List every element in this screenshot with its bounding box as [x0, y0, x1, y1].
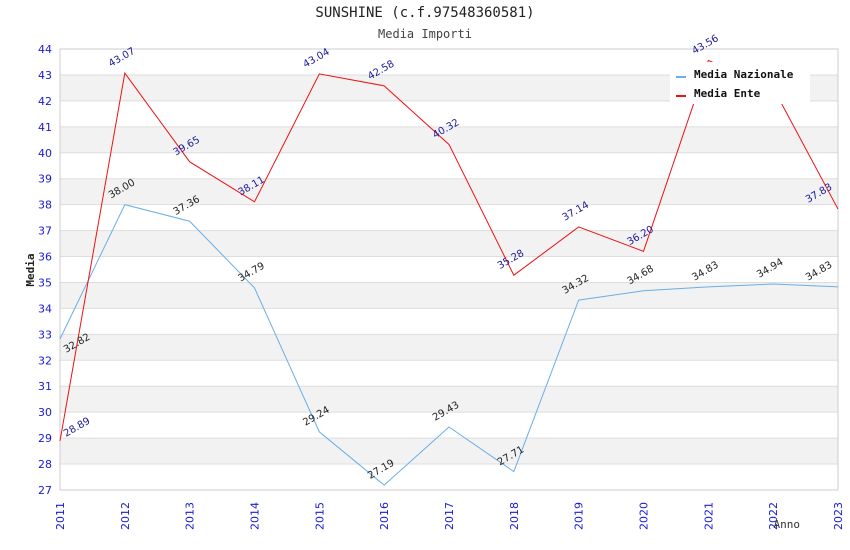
y-tick-label: 40 — [38, 147, 52, 160]
y-axis-ticks: 27 28 29 30 31 32 33 34 35 36 37 38 39 40 41 42 43 44 — [38, 43, 52, 497]
x-tick-label: 2018 — [508, 502, 521, 530]
x-tick-label: 2022 — [767, 502, 780, 530]
x-tick-label: 2017 — [443, 502, 456, 530]
y-tick-label: 34 — [38, 302, 52, 315]
y-tick-label: 44 — [38, 43, 52, 56]
x-tick-label: 2011 — [54, 502, 67, 530]
x-tick-label: 2019 — [573, 502, 586, 530]
y-tick-label: 31 — [38, 380, 52, 393]
x-tick-label: 2012 — [119, 502, 132, 530]
data-label-nazionale: 34.83 — [804, 260, 834, 284]
chart-title: SUNSHINE (c.f.97548360581) — [315, 5, 535, 21]
y-tick-label: 36 — [38, 251, 52, 264]
data-label-nazionale: 34.79 — [237, 261, 267, 285]
grid-band — [60, 126, 838, 153]
grid-band — [60, 178, 838, 205]
y-tick-label: 30 — [38, 406, 52, 419]
data-label-nazionale: 34.94 — [755, 257, 785, 281]
y-tick-label: 43 — [38, 69, 52, 82]
plot-border — [59, 48, 839, 491]
x-tick-label: 2014 — [249, 502, 262, 530]
y-tick-label: 37 — [38, 225, 52, 238]
legend-label-media-nazionale: Media Nazionale — [694, 68, 794, 81]
grid-bands — [60, 74, 838, 465]
data-label-ente: 28.89 — [62, 416, 92, 440]
y-tick-label: 38 — [38, 199, 52, 212]
x-tick-label: 2021 — [702, 502, 715, 530]
x-tick-label: 2023 — [832, 502, 845, 530]
x-axis-ticks: 2011 2012 2013 2014 2015 2016 2017 2018 2019 2020… — [54, 502, 845, 530]
y-tick-label: 33 — [38, 328, 52, 341]
y-tick-label: 42 — [38, 95, 52, 108]
y-tick-label: 35 — [38, 276, 52, 289]
grid-band — [60, 386, 838, 413]
y-tick-label: 28 — [38, 458, 52, 471]
legend-label-media-ente: Media Ente — [694, 87, 761, 100]
series-lines — [59, 59, 839, 486]
x-axis-label: Anno — [774, 518, 801, 531]
y-tick-label: 29 — [38, 432, 52, 445]
data-label-ente: 43.56 — [690, 33, 720, 57]
y-tick-label: 27 — [38, 484, 52, 497]
x-tick-label: 2016 — [378, 502, 391, 530]
grid-lines — [60, 48, 838, 491]
data-label-ente: 43.04 — [301, 47, 331, 71]
series-line-media-nazionale — [59, 204, 839, 486]
y-tick-label: 39 — [38, 173, 52, 186]
y-tick-label: 32 — [38, 354, 52, 367]
grid-band — [60, 334, 838, 361]
legend: Media Nazionale Media Ente — [670, 62, 810, 104]
x-tick-label: 2013 — [184, 502, 197, 530]
y-axis-label: Media — [24, 253, 37, 286]
y-tick-label: 41 — [38, 121, 52, 134]
x-tick-label: 2015 — [313, 502, 326, 530]
series-line-media-ente — [59, 59, 839, 442]
grid-band — [60, 438, 838, 465]
data-label-nazionale: 34.83 — [690, 260, 720, 284]
legend-background — [670, 62, 810, 104]
x-tick-label: 2020 — [638, 502, 651, 530]
grid-band — [60, 230, 838, 257]
chart-subtitle: Media Importi — [378, 27, 472, 41]
